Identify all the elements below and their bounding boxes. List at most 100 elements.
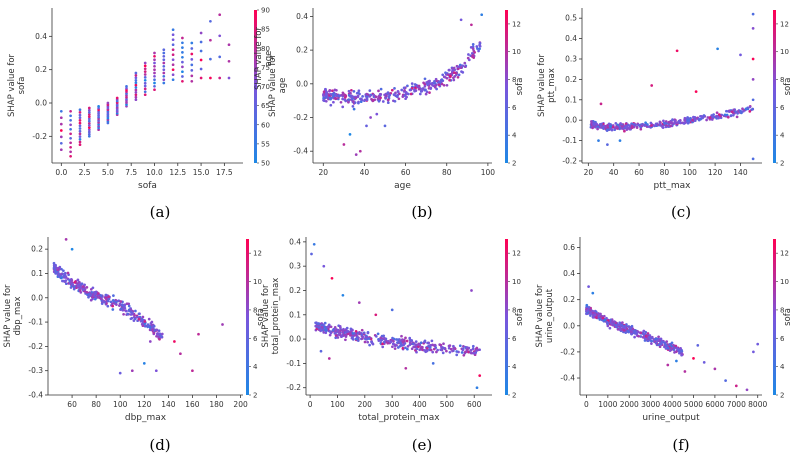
data-point bbox=[153, 78, 156, 82]
data-point bbox=[473, 51, 476, 54]
data-point bbox=[115, 96, 119, 100]
data-point bbox=[361, 95, 364, 98]
data-point bbox=[173, 340, 176, 343]
colorbar-tick-label: 8 bbox=[512, 306, 516, 314]
data-point bbox=[673, 351, 676, 354]
data-point bbox=[153, 88, 156, 92]
data-point bbox=[134, 83, 138, 87]
data-point bbox=[106, 304, 110, 308]
data-point bbox=[396, 346, 400, 349]
y-axis-label: SHAP value forurine_output bbox=[535, 284, 555, 348]
data-point bbox=[322, 331, 326, 334]
data-point bbox=[405, 339, 409, 343]
data-point bbox=[218, 34, 222, 38]
data-point bbox=[125, 97, 128, 101]
data-point bbox=[55, 266, 59, 270]
data-point bbox=[377, 99, 381, 103]
data-point bbox=[69, 136, 72, 140]
y-tick-label: -0.2 bbox=[293, 113, 308, 122]
data-point bbox=[675, 121, 678, 125]
data-point bbox=[78, 127, 82, 130]
y-tick-label: 0.4 bbox=[563, 269, 575, 278]
x-tick-label: 80 bbox=[442, 168, 452, 177]
data-point bbox=[729, 114, 733, 117]
data-point bbox=[668, 349, 672, 352]
data-point bbox=[471, 347, 475, 351]
data-point bbox=[389, 340, 393, 344]
data-point bbox=[586, 309, 589, 312]
x-axis-label: ptt_max bbox=[654, 181, 692, 191]
data-point bbox=[639, 331, 643, 335]
data-point bbox=[628, 127, 632, 131]
data-point bbox=[97, 292, 100, 295]
data-point bbox=[748, 110, 752, 113]
data-point bbox=[590, 120, 593, 123]
colorbar bbox=[254, 10, 257, 163]
data-point bbox=[459, 18, 463, 22]
data-point bbox=[635, 125, 639, 129]
data-point bbox=[397, 97, 401, 101]
colorbar-tick-label: 4 bbox=[512, 132, 517, 140]
colorbar-tick-label: 6 bbox=[512, 335, 517, 343]
data-point bbox=[153, 81, 156, 85]
data-point bbox=[615, 125, 619, 129]
y-tick-label: 0.2 bbox=[563, 295, 575, 304]
data-point bbox=[687, 119, 691, 123]
data-point bbox=[475, 386, 479, 390]
data-point bbox=[341, 91, 345, 95]
data-point bbox=[171, 38, 175, 42]
y-tick-label: 0.0 bbox=[565, 116, 577, 125]
data-point bbox=[649, 121, 653, 125]
data-point bbox=[209, 57, 212, 61]
data-point bbox=[357, 89, 361, 93]
data-point bbox=[650, 339, 653, 343]
data-point bbox=[87, 128, 91, 132]
data-point bbox=[333, 88, 337, 92]
data-point bbox=[317, 322, 320, 326]
data-point bbox=[478, 374, 482, 377]
x-tick-label: 100 bbox=[330, 400, 345, 409]
data-point bbox=[401, 338, 404, 341]
x-tick-label: 400 bbox=[412, 400, 427, 409]
x-axis-label: total_protein_max bbox=[358, 413, 440, 423]
data-point bbox=[120, 303, 124, 307]
caption-d: (d) bbox=[149, 436, 170, 454]
data-point bbox=[354, 153, 358, 156]
data-point bbox=[332, 100, 335, 104]
data-point bbox=[376, 97, 380, 100]
data-point bbox=[708, 116, 712, 119]
data-point bbox=[126, 312, 130, 316]
data-point bbox=[162, 61, 166, 65]
data-point bbox=[615, 324, 618, 328]
data-point bbox=[78, 281, 81, 284]
data-point bbox=[364, 335, 367, 339]
data-point bbox=[639, 127, 643, 131]
data-point bbox=[669, 124, 672, 128]
x-tick-label: 2.5 bbox=[79, 168, 91, 177]
x-tick-label: 10.0 bbox=[146, 168, 163, 177]
data-point bbox=[693, 119, 697, 122]
data-point bbox=[589, 312, 593, 315]
colorbar-tick-label: 8 bbox=[253, 306, 257, 314]
data-point bbox=[741, 107, 744, 111]
y-tick-label: 0.4 bbox=[289, 237, 301, 246]
data-point bbox=[70, 280, 73, 284]
data-point bbox=[129, 317, 133, 321]
data-point bbox=[106, 101, 110, 105]
data-point bbox=[666, 347, 670, 350]
data-point bbox=[447, 68, 451, 72]
data-point bbox=[347, 89, 351, 93]
data-point bbox=[460, 351, 464, 354]
colorbar-tick-label: 12 bbox=[512, 20, 521, 28]
data-point bbox=[442, 83, 446, 87]
data-point bbox=[435, 350, 438, 354]
data-point bbox=[114, 300, 118, 304]
data-point bbox=[327, 357, 331, 360]
data-point bbox=[390, 88, 394, 92]
data-point bbox=[342, 143, 346, 146]
data-point bbox=[98, 296, 101, 299]
data-point bbox=[386, 91, 390, 94]
data-point bbox=[751, 27, 755, 30]
data-point bbox=[125, 309, 128, 313]
data-point bbox=[87, 130, 91, 134]
